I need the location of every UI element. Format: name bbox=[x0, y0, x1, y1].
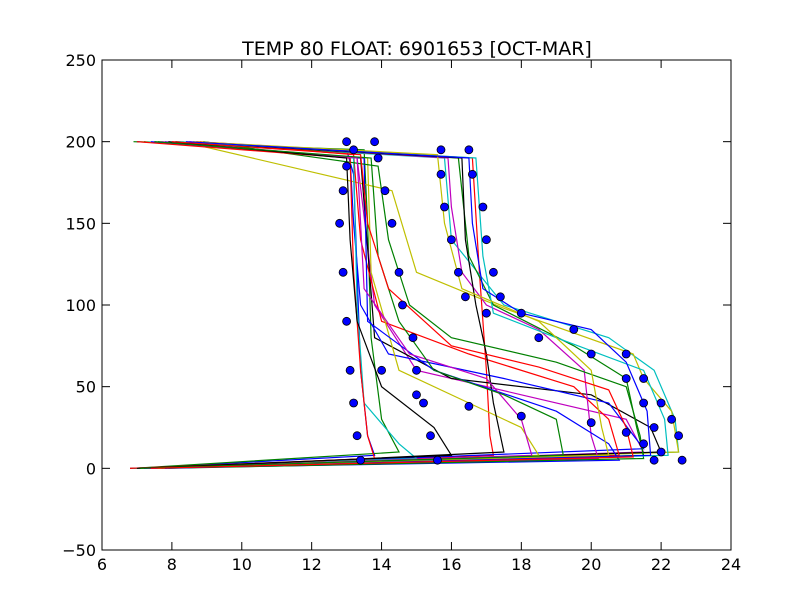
data-point-1-11 bbox=[356, 455, 366, 465]
series-line-3 bbox=[154, 141, 495, 469]
data-point-4-9 bbox=[621, 349, 631, 359]
data-point-3-12 bbox=[649, 423, 659, 432]
data-point-1-8 bbox=[345, 365, 355, 375]
data-point-5-2 bbox=[412, 390, 421, 400]
x-tick-label: 12 bbox=[301, 555, 321, 574]
data-point-3-4 bbox=[446, 235, 456, 245]
data-point-3-3 bbox=[440, 202, 449, 212]
data-point-3-13 bbox=[656, 447, 666, 457]
data-point-4-4 bbox=[481, 235, 491, 245]
x-tick-label: 22 bbox=[651, 555, 671, 574]
x-tick-label: 14 bbox=[371, 555, 391, 574]
data-point-5-6 bbox=[621, 427, 631, 437]
x-tick-label: 18 bbox=[511, 555, 531, 574]
series-layer bbox=[129, 141, 680, 469]
series-line-24 bbox=[150, 141, 634, 469]
data-point-1-4 bbox=[338, 186, 348, 196]
y-tick-label: −50 bbox=[62, 541, 96, 560]
data-point-3-10 bbox=[621, 374, 631, 383]
data-point-5-3 bbox=[464, 401, 474, 411]
data-point-1-3 bbox=[342, 161, 352, 171]
data-point-3-6 bbox=[460, 292, 470, 302]
marker-layer bbox=[335, 137, 687, 465]
axis-layer: 6 8 10 12 14 16 18 20 22 24 −50 0 50 100 150 200 250 bbox=[62, 51, 741, 574]
series-line-23 bbox=[140, 141, 565, 469]
data-point-4-2 bbox=[467, 169, 477, 179]
series-line-14 bbox=[161, 141, 505, 469]
x-tick-label: 8 bbox=[167, 555, 177, 574]
data-point-5-7 bbox=[639, 439, 648, 449]
y-tick-label: 100 bbox=[65, 296, 96, 315]
data-point-2-3 bbox=[380, 186, 390, 196]
data-point-2-7 bbox=[408, 333, 418, 343]
data-point-2-8 bbox=[412, 365, 421, 375]
data-point-3-1 bbox=[436, 145, 446, 155]
y-tick-label: 250 bbox=[65, 51, 96, 70]
series-line-6 bbox=[164, 141, 680, 469]
x-tick-label: 10 bbox=[232, 555, 252, 574]
x-tick-label: 6 bbox=[97, 555, 107, 574]
data-point-1-7 bbox=[342, 316, 352, 326]
chart-title: TEMP 80 FLOAT: 6901653 [OCT-MAR] bbox=[241, 38, 592, 60]
data-point-1-6 bbox=[338, 267, 348, 277]
series-line-10 bbox=[157, 141, 620, 469]
data-point-5-8 bbox=[649, 455, 659, 465]
series-line-22 bbox=[164, 141, 652, 469]
data-point-5-1 bbox=[377, 365, 387, 375]
data-point-4-1 bbox=[464, 145, 474, 155]
data-point-3-11 bbox=[639, 398, 648, 408]
data-point-1-5 bbox=[335, 218, 345, 228]
data-point-3-5 bbox=[453, 267, 463, 277]
y-tick-label: 0 bbox=[86, 459, 96, 478]
plot-frame bbox=[101, 59, 732, 551]
data-point-1-10 bbox=[352, 431, 362, 441]
series-line-2 bbox=[133, 141, 400, 469]
data-point-5-5 bbox=[586, 418, 596, 428]
data-point-2-1 bbox=[370, 137, 380, 147]
data-point-4-14 bbox=[677, 455, 687, 465]
data-point-4-10 bbox=[639, 374, 648, 383]
series-line-12 bbox=[150, 141, 600, 469]
data-point-3-2 bbox=[436, 169, 446, 179]
data-point-4-8 bbox=[569, 325, 579, 334]
data-point-4-13 bbox=[674, 431, 683, 441]
data-point-2-6 bbox=[398, 300, 407, 310]
data-point-3-9 bbox=[586, 349, 596, 359]
x-tick-label: 24 bbox=[721, 555, 741, 574]
data-point-1-2 bbox=[349, 145, 359, 155]
data-point-2-4 bbox=[387, 218, 397, 228]
series-line-21 bbox=[136, 141, 453, 469]
data-point-2-2 bbox=[373, 153, 383, 163]
data-point-1-9 bbox=[349, 398, 359, 408]
data-point-4-7 bbox=[516, 308, 526, 318]
data-point-2-9 bbox=[419, 398, 428, 408]
y-tick-label: 200 bbox=[65, 133, 96, 152]
x-tick-label: 20 bbox=[581, 555, 601, 574]
data-point-5-4 bbox=[516, 411, 526, 421]
series-line-13 bbox=[136, 141, 540, 469]
data-point-2-11 bbox=[433, 455, 442, 465]
y-tick-label: 50 bbox=[76, 378, 96, 397]
series-line-7 bbox=[129, 141, 662, 469]
data-point-4-11 bbox=[656, 398, 666, 408]
x-tick-label: 16 bbox=[441, 555, 461, 574]
data-point-1-1 bbox=[342, 137, 352, 147]
series-line-4 bbox=[136, 141, 680, 469]
data-point-4-3 bbox=[478, 202, 488, 212]
data-point-4-6 bbox=[495, 292, 505, 302]
data-point-3-8 bbox=[534, 333, 544, 343]
data-point-3-7 bbox=[481, 308, 491, 318]
series-line-17 bbox=[129, 141, 376, 469]
y-tick-label: 150 bbox=[65, 214, 96, 233]
data-point-2-10 bbox=[426, 431, 435, 441]
series-line-19 bbox=[147, 141, 533, 469]
data-point-4-5 bbox=[488, 267, 498, 277]
data-point-2-5 bbox=[394, 267, 404, 277]
data-point-4-12 bbox=[667, 414, 676, 424]
